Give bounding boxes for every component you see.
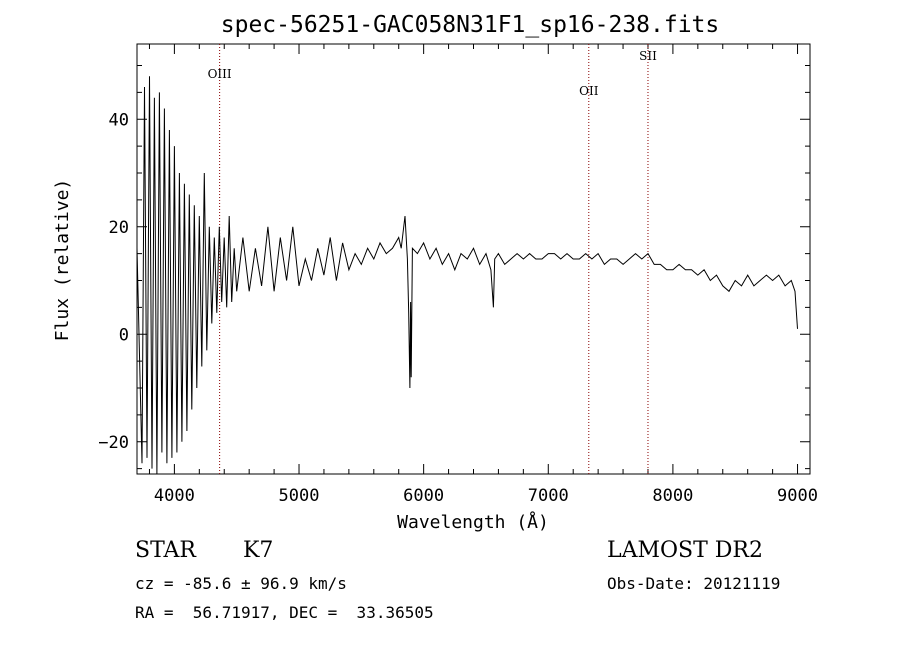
subclass-label: K7 bbox=[243, 538, 274, 563]
obs-date: Obs-Date: 20121119 bbox=[607, 574, 781, 593]
survey-label: LAMOST DR2 bbox=[607, 538, 763, 563]
cz-value: cz = -85.6 ± 96.9 km/s bbox=[135, 574, 347, 593]
x-axis: 4000 5000 6000 7000 8000 9000 bbox=[148, 44, 818, 506]
series-group bbox=[136, 76, 798, 475]
spectral-lines: OIII OII SII bbox=[208, 44, 657, 474]
series-line bbox=[136, 76, 798, 475]
class-label: STAR bbox=[135, 538, 196, 563]
y-tick-label: 20 bbox=[109, 218, 129, 238]
y-tick-label: 0 bbox=[119, 325, 129, 345]
x-tick-label: 8000 bbox=[652, 486, 693, 506]
x-tick-label: 7000 bbox=[528, 486, 569, 506]
ra-dec: RA = 56.71917, DEC = 33.36505 bbox=[135, 603, 434, 622]
x-tick-label: 5000 bbox=[279, 486, 320, 506]
y-axis-label: Flux (relative) bbox=[52, 179, 73, 342]
y-axis: −20 0 20 40 bbox=[98, 65, 810, 470]
chart-title: spec-56251-GAC058N31F1_sp16-238.fits bbox=[221, 12, 720, 38]
spectral-line-label: SII bbox=[639, 49, 657, 63]
x-tick-label: 9000 bbox=[777, 486, 818, 506]
spectral-line-label: OIII bbox=[208, 67, 232, 81]
spectral-line-label: OII bbox=[579, 84, 599, 98]
plot-frame bbox=[136, 43, 811, 475]
x-axis-label: Wavelength (Å) bbox=[397, 511, 549, 533]
y-tick-label: 40 bbox=[109, 110, 129, 130]
x-tick-label: 4000 bbox=[154, 486, 195, 506]
y-tick-label: −20 bbox=[98, 433, 129, 453]
x-tick-label: 6000 bbox=[403, 486, 444, 506]
